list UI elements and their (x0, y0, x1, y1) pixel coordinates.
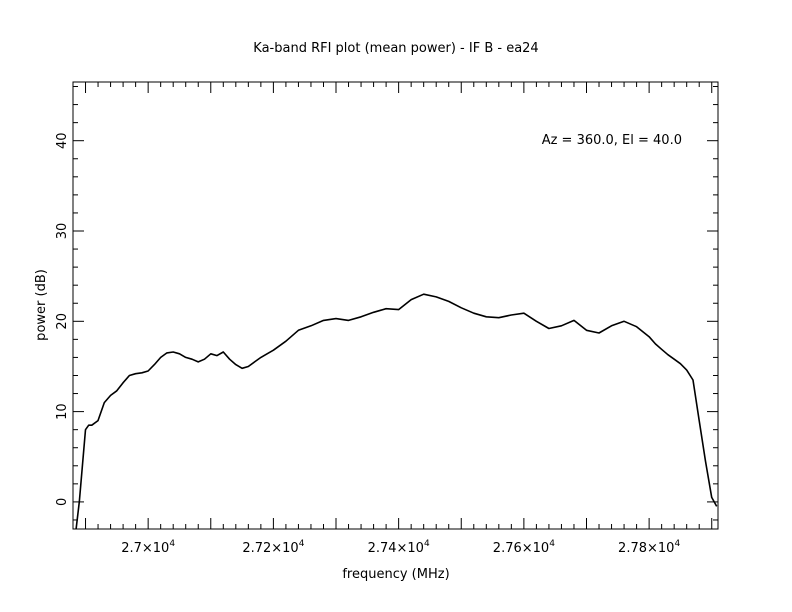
x-tick-mantissa: 2.76×10 (493, 541, 549, 556)
x-tick-exponent: 4 (549, 539, 555, 549)
az-el-annotation: Az = 360.0, El = 40.0 (542, 133, 682, 148)
x-tick-label: 2.74×104 (368, 539, 430, 556)
y-tick-label: 40 (55, 132, 70, 149)
x-tick-labels: 2.7×104 2.72×104 2.74×104 2.76×104 2.78×104 (121, 539, 680, 556)
y-axis-label: power (dB) (34, 269, 49, 341)
axis-ticks (72, 82, 718, 529)
y-tick-labels: 0 10 20 30 40 (55, 132, 70, 506)
x-tick-label: 2.72×104 (242, 539, 304, 556)
y-tick-label: 20 (55, 313, 70, 330)
chart-title: Ka-band RFI plot (mean power) - IF B - e… (253, 41, 538, 56)
x-tick-label: 2.76×104 (493, 539, 555, 556)
y-tick-label: 30 (55, 223, 70, 240)
x-axis-label: frequency (MHz) (342, 567, 449, 582)
x-tick-exponent: 4 (674, 539, 680, 549)
x-tick-mantissa: 2.7×10 (121, 541, 169, 556)
y-tick-label: 0 (55, 498, 70, 506)
y-tick-label: 10 (55, 403, 70, 420)
x-tick-label: 2.78×104 (618, 539, 680, 556)
plot-frame (72, 81, 719, 530)
x-tick-mantissa: 2.78×10 (618, 541, 674, 556)
x-tick-exponent: 4 (299, 539, 305, 549)
x-tick-exponent: 4 (424, 539, 430, 549)
x-tick-mantissa: 2.72×10 (242, 541, 298, 556)
x-tick-label: 2.7×104 (121, 539, 175, 556)
series-line (75, 293, 718, 530)
x-tick-exponent: 4 (169, 539, 175, 549)
x-tick-mantissa: 2.74×10 (368, 541, 424, 556)
